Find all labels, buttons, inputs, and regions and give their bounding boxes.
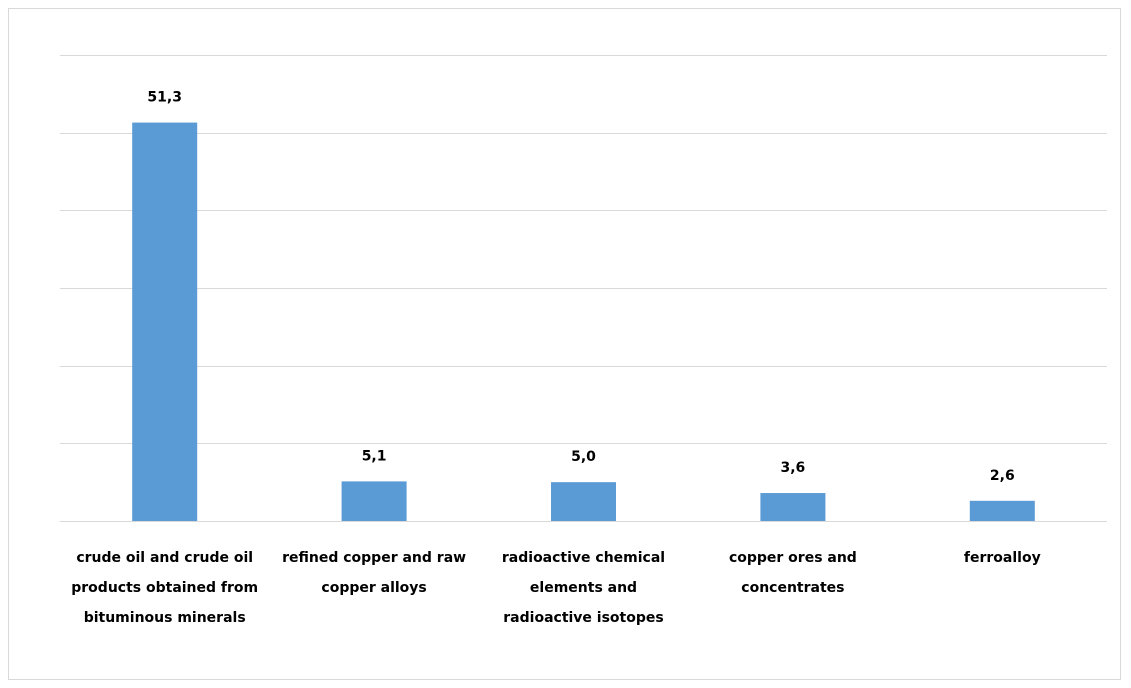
data-label: 51,3	[147, 90, 182, 106]
category-label-line: copper ores and	[729, 550, 857, 566]
bars	[132, 122, 1035, 521]
category-label-line: crude oil and crude oil	[76, 550, 253, 566]
category-label-line: radioactive chemical	[502, 550, 665, 566]
category-label-line: elements and	[530, 580, 637, 596]
data-label: 5,0	[571, 449, 596, 465]
category-label-line: radioactive isotopes	[503, 610, 663, 626]
bar	[760, 493, 826, 521]
category-label-line: refined copper and raw	[282, 550, 466, 566]
category-label-line: concentrates	[741, 580, 844, 596]
bar	[132, 122, 198, 521]
data-labels: 51,3 5,1 5,0 3,6 2,6	[147, 90, 1014, 484]
bar	[969, 500, 1035, 521]
data-label: 5,1	[362, 448, 387, 464]
category-label-line: ferroalloy	[964, 550, 1041, 566]
category-label: copper ores and concentrates	[729, 550, 857, 596]
bar	[551, 482, 616, 521]
category-label-line: copper alloys	[321, 580, 426, 596]
category-label: crude oil and crude oil products obtained…	[71, 550, 258, 626]
category-label: radioactive chemical elements and radioact…	[502, 550, 665, 626]
category-label: ferroalloy	[964, 550, 1041, 566]
category-label-line: bituminous minerals	[84, 610, 246, 626]
bar	[341, 481, 407, 521]
gridlines	[60, 55, 1107, 444]
data-label: 3,6	[780, 460, 805, 476]
category-label: refined copper and raw copper alloys	[282, 550, 466, 596]
category-label-line: products obtained from	[71, 580, 258, 596]
data-label: 2,6	[990, 468, 1015, 484]
category-tick-labels: crude oil and crude oil products obtained…	[71, 550, 1040, 626]
